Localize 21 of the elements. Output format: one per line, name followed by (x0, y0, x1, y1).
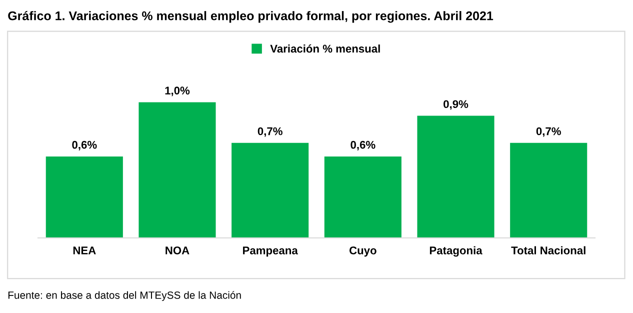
chart-title: Gráfico 1. Variaciones % mensual empleo privado formal, por regiones. Abril 2021 (8, 10, 494, 23)
data-label: 0,6% (350, 140, 376, 150)
legend-label: Variación % mensual (270, 44, 380, 53)
bar (324, 156, 402, 238)
x-tick-label: Cuyo (349, 246, 376, 257)
data-label: 0,7% (536, 127, 561, 137)
bar (46, 156, 123, 238)
x-tick-label: NOA (166, 246, 190, 254)
data-label: 1,0% (165, 86, 190, 96)
source-note: Fuente: en base a datos del MTEySS de la Nación (8, 291, 241, 301)
bar (232, 142, 309, 238)
bar (138, 102, 216, 238)
x-tick-label: Pampeana (243, 246, 298, 257)
x-tick-label: NEA (73, 246, 96, 254)
data-label: 0,6% (72, 140, 97, 150)
bar (417, 116, 494, 238)
x-tick-label: Patagonia (430, 246, 482, 257)
data-label: 0,9% (444, 100, 468, 110)
bar (510, 142, 588, 238)
x-tick-label: Total Nacional (511, 246, 586, 254)
data-label: 0,7% (258, 127, 282, 137)
